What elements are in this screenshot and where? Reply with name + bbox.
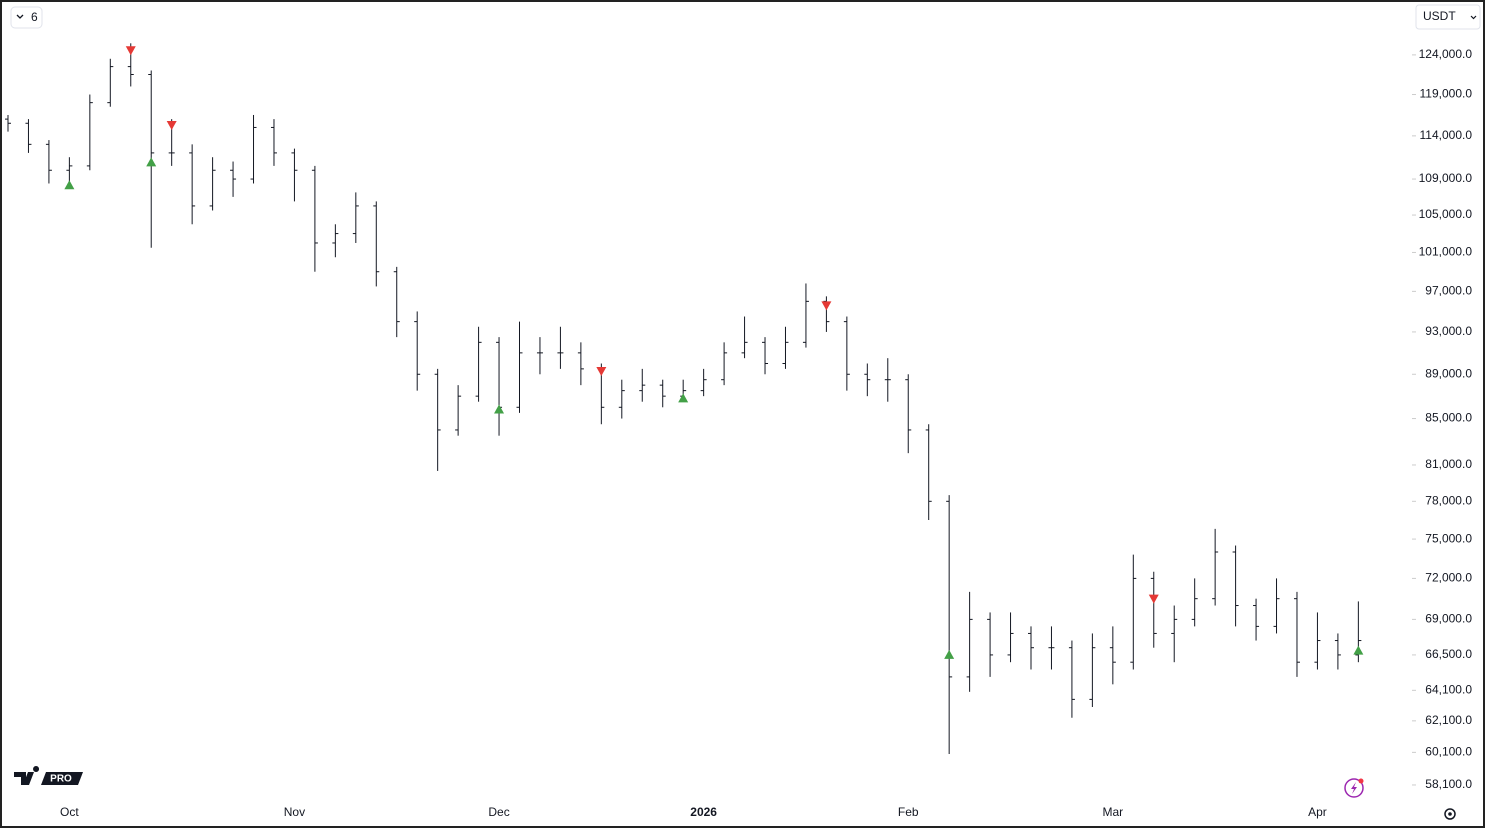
interval-label: 6	[31, 10, 38, 24]
chevron	[16, 14, 24, 19]
y-tick-label: 105,000.0	[1419, 207, 1473, 221]
buy-signal	[494, 404, 505, 414]
logo-badge-text: PRO	[50, 774, 72, 785]
x-tick-label: Oct	[60, 805, 79, 819]
sell-signal	[166, 120, 177, 130]
y-tick-label: 97,000.0	[1425, 284, 1472, 298]
x-tick-label: 2026	[690, 805, 717, 819]
x-tick-label: Dec	[488, 805, 509, 819]
y-tick-label: 60,100.0	[1425, 745, 1472, 759]
logo[interactable]: PRO	[14, 766, 83, 785]
lightning-ring	[1344, 778, 1364, 798]
currency-label: USDT	[1423, 9, 1456, 23]
sell-signal	[821, 301, 832, 311]
lightning-button[interactable]	[1344, 778, 1364, 798]
y-tick-label: 75,000.0	[1425, 531, 1472, 545]
buy-signal	[1353, 645, 1364, 655]
y-tick-label: 109,000.0	[1419, 171, 1473, 185]
y-tick-label: 64,100.0	[1425, 682, 1472, 696]
logo-mark	[14, 766, 40, 785]
x-tick-label: Mar	[1103, 805, 1124, 819]
y-tick-label: 101,000.0	[1419, 245, 1473, 259]
currency-button[interactable]: USDT	[1415, 4, 1481, 30]
chevron	[1470, 15, 1477, 20]
y-tick-label: 114,000.0	[1420, 128, 1473, 142]
gear-center	[1448, 812, 1452, 816]
y-tick-label: 66,500.0	[1425, 647, 1472, 661]
y-tick-label: 58,100.0	[1425, 777, 1472, 791]
y-tick-label: 78,000.0	[1425, 493, 1472, 507]
y-tick-label: 119,000.0	[1420, 87, 1473, 101]
interval-button[interactable]: 6	[10, 6, 43, 29]
x-tick-label: Apr	[1308, 805, 1327, 819]
y-tick-label: 93,000.0	[1425, 324, 1472, 338]
currency-box[interactable]	[1415, 4, 1481, 30]
buy-signal	[146, 157, 157, 167]
buy-signal	[944, 649, 955, 659]
settings-button[interactable]	[1444, 808, 1456, 820]
y-tick-label: 89,000.0	[1425, 366, 1472, 380]
y-tick-label: 62,100.0	[1425, 713, 1472, 727]
logo-badge	[41, 772, 83, 785]
x-tick-label: Nov	[284, 805, 305, 819]
gear-icon	[1444, 808, 1456, 820]
y-tick-label: 124,000.0	[1419, 47, 1473, 61]
sell-signal	[596, 367, 607, 377]
lightning-icon	[1351, 782, 1357, 794]
x-tick-label: Feb	[898, 805, 919, 819]
buy-signal	[64, 180, 75, 190]
notification-dot	[1358, 778, 1364, 784]
y-tick-label: 69,000.0	[1425, 612, 1472, 626]
y-tick-label: 81,000.0	[1425, 457, 1472, 471]
sell-signal	[125, 46, 136, 56]
y-tick-label: 72,000.0	[1425, 571, 1472, 585]
buy-signal	[678, 393, 689, 403]
y-tick-label: 85,000.0	[1425, 411, 1472, 425]
sell-signal	[1148, 594, 1159, 604]
interval-box[interactable]	[10, 6, 43, 29]
